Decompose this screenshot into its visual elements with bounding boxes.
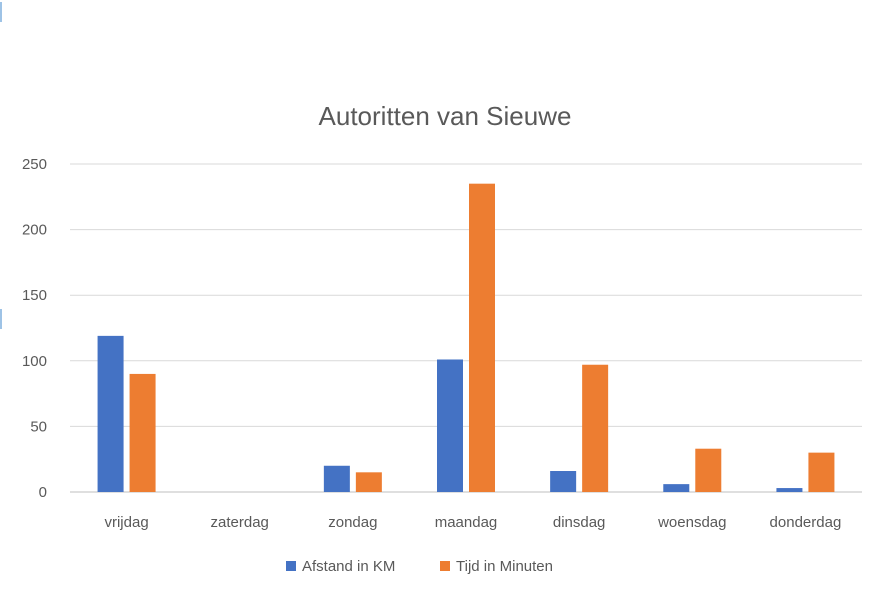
y-tick-label: 50 [30, 418, 47, 435]
x-tick-label: zaterdag [211, 514, 269, 531]
y-tick-label: 250 [22, 156, 47, 173]
x-tick-label: dinsdag [553, 514, 606, 531]
legend-swatch [286, 561, 296, 571]
bars [97, 183, 835, 492]
cell-edge-marker-middle [0, 309, 2, 329]
bar-afstand-donderdag [776, 488, 803, 492]
legend-label: Tijd in Minuten [456, 558, 553, 575]
x-tick-label: woensdag [657, 514, 726, 531]
legend-label: Afstand in KM [302, 558, 395, 575]
gridlines [70, 163, 862, 493]
bar-afstand-woensdag [663, 484, 690, 492]
y-tick-label: 100 [22, 353, 47, 370]
bar-tijd-maandag [469, 183, 495, 492]
bar-tijd-zondag [355, 472, 382, 492]
bar-afstand-maandag [437, 359, 463, 492]
y-axis-ticks: 0 50 100 150 200 250 [22, 156, 47, 501]
bar-tijd-dinsdag [582, 364, 609, 492]
y-tick-label: 150 [22, 287, 47, 304]
bar-afstand-vrijdag [97, 335, 124, 492]
x-tick-label: donderdag [770, 514, 842, 531]
chart-title: Autoritten van Sieuwe [319, 101, 572, 131]
legend-swatch [440, 561, 450, 571]
cell-edge-marker-top [0, 2, 2, 22]
x-axis-ticks: vrijdag zaterdag zondag maandag dinsdag woens… [104, 514, 841, 531]
bar-afstand-zondag [323, 465, 350, 492]
x-tick-label: zondag [328, 514, 377, 531]
legend: Afstand in KM Tijd in Minuten [286, 558, 553, 575]
bar-tijd-vrijdag [129, 373, 156, 492]
bar-afstand-dinsdag [550, 471, 577, 492]
y-tick-label: 200 [22, 222, 47, 239]
bar-tijd-woensdag [695, 448, 722, 492]
x-tick-label: vrijdag [104, 514, 148, 531]
x-tick-label: maandag [435, 514, 498, 531]
y-tick-label: 0 [39, 484, 47, 501]
bar-tijd-donderdag [808, 452, 835, 492]
